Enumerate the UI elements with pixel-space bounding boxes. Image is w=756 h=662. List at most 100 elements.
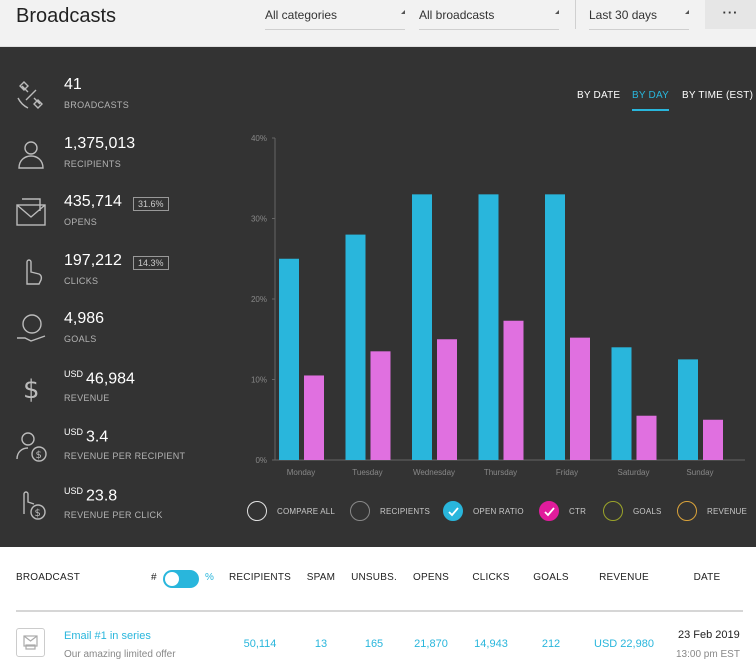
stat-label: RECIPIENTS <box>64 158 122 169</box>
bar-open-ratio <box>478 194 499 460</box>
person-dollar-icon: $ <box>16 432 47 462</box>
checkbox-circle-icon <box>603 501 623 521</box>
view-tabs: BY DATE BY DAY BY TIME (EST) <box>0 90 756 120</box>
cell-time: 13:00 pm EST <box>676 649 740 660</box>
bar-ctr <box>503 320 524 460</box>
col-date[interactable]: DATE <box>693 572 721 583</box>
chevron-down-icon <box>685 10 689 14</box>
bar-chart: 0% 10% 20% 30% 40% Monday Tuesday Wednesday Thur… <box>251 134 745 477</box>
bar-open-ratio <box>412 194 432 460</box>
x-tick-label: Saturday <box>617 468 649 477</box>
broadcast-name-link[interactable]: Email #1 in series <box>64 630 151 642</box>
date-range-dropdown[interactable]: Last 30 days <box>589 2 689 30</box>
stat-number: 3.4 <box>86 428 109 446</box>
col-broadcast[interactable]: BROADCAST <box>16 572 81 583</box>
hash-label: # <box>151 572 157 583</box>
cell-goals: 212 <box>541 638 561 650</box>
stat-percent-badge: 14.3% <box>133 255 169 270</box>
col-clicks[interactable]: CLICKS <box>472 572 510 583</box>
stat-value: USD 23.8 <box>64 486 117 505</box>
check-circle-icon <box>443 501 463 521</box>
stat-value: 41 <box>64 76 82 94</box>
percent-label: % <box>205 572 214 583</box>
broadcast-dropdown[interactable]: All broadcasts <box>419 2 559 30</box>
stat-revenue: $ USD 46,984 REVENUE <box>0 369 230 427</box>
checkbox-circle-icon <box>677 501 697 521</box>
bar-ctr <box>437 339 457 460</box>
tab-by-day[interactable]: BY DAY <box>632 90 669 111</box>
stat-opens: 435,714 OPENS 31.6% <box>0 193 230 251</box>
stat-value: 435,714 <box>64 193 122 211</box>
bar-ctr <box>703 419 723 460</box>
stat-percent-badge: 31.6% <box>133 197 169 211</box>
date-range-value: Last 30 days <box>589 8 658 22</box>
stat-value: 1,375,013 <box>64 135 135 153</box>
page-title: Broadcasts <box>16 5 117 27</box>
broadcast-subtitle: Our amazing limited offer <box>64 649 176 660</box>
svg-text:$: $ <box>35 508 41 519</box>
top-bar: Broadcasts All categories All broadcasts… <box>0 0 756 47</box>
cell-spam: 13 <box>314 638 328 650</box>
currency-prefix: USD <box>64 427 84 437</box>
stat-recipients: 1,375,013 RECIPIENTS <box>0 135 230 193</box>
envelope-icon <box>16 198 46 226</box>
stats-panel <box>0 47 756 547</box>
x-tick-label: Tuesday <box>352 468 382 477</box>
stat-label: BROADCASTS <box>64 100 130 110</box>
x-tick-label: Monday <box>287 468 315 477</box>
cell-recipients: 50,114 <box>243 638 277 650</box>
pointer-dollar-icon: $ <box>23 490 46 520</box>
currency-prefix: USD <box>64 485 84 496</box>
y-tick-label: 10% <box>251 376 267 385</box>
x-tick-label: Sunday <box>686 468 713 477</box>
legend-label: CTR <box>569 507 587 516</box>
stat-revenue-per-click: $ USD 23.8 REVENUE PER CLICK <box>0 486 230 544</box>
cell-opens: 21,870 <box>414 638 448 650</box>
active-tab-underline <box>632 109 669 111</box>
number-percent-toggle[interactable] <box>163 570 199 588</box>
tab-by-time[interactable]: BY TIME (EST) <box>682 90 754 101</box>
stat-value: 197,212 <box>64 252 122 270</box>
stat-label: REVENUE PER RECIPIENT <box>64 451 186 461</box>
more-options-button[interactable]: ··· <box>705 0 756 29</box>
tab-by-date[interactable]: BY DATE <box>577 90 621 101</box>
table-divider <box>16 610 743 612</box>
stat-clicks: 197,212 CLICKS 14.3% <box>0 252 230 310</box>
legend-label: GOALS <box>633 507 662 516</box>
x-tick-label: Thursday <box>484 468 517 477</box>
y-tick-label: 30% <box>251 215 267 224</box>
stat-number: 4,986 <box>64 310 105 327</box>
checkbox-circle-icon <box>247 501 267 521</box>
col-revenue[interactable]: REVENUE <box>599 572 649 583</box>
y-tick-label: 0% <box>255 456 267 465</box>
check-circle-icon <box>539 501 559 521</box>
stat-value: USD 46,984 <box>64 369 135 388</box>
currency-prefix: USD <box>64 368 84 379</box>
col-opens[interactable]: OPENS <box>412 572 450 583</box>
pointer-icon <box>26 258 43 285</box>
category-dropdown[interactable]: All categories <box>265 2 405 30</box>
legend-label: RECIPIENTS <box>380 507 431 516</box>
stat-label: REVENUE PER CLICK <box>64 509 163 520</box>
stat-label: REVENUE <box>64 392 110 403</box>
cell-clicks: 14,943 <box>474 638 508 650</box>
category-dropdown-value: All categories <box>265 8 338 22</box>
chart-legend: COMPARE ALL RECIPIENTS OPEN RATIO CTR GO… <box>0 501 756 523</box>
chevron-down-icon <box>555 10 559 14</box>
col-unsubs[interactable]: UNSUBS. <box>351 572 397 583</box>
col-recipients[interactable]: RECIPIENTS <box>228 572 292 583</box>
bar-open-ratio <box>611 347 632 460</box>
chevron-down-icon <box>401 10 405 14</box>
y-tick-label: 20% <box>251 295 267 304</box>
legend-label: REVENUE <box>707 507 748 516</box>
bar-open-ratio <box>678 359 698 460</box>
email-thumbnail-icon <box>16 628 45 657</box>
tab-by-day-label: BY DAY <box>632 90 669 101</box>
stat-number: 46,984 <box>86 369 135 387</box>
stat-label: OPENS <box>64 217 98 227</box>
stat-revenue-per-recipient: $ USD 3.4 REVENUE PER RECIPIENT <box>0 427 230 485</box>
col-spam[interactable]: SPAM <box>306 572 336 583</box>
stat-label: GOALS <box>64 334 97 344</box>
col-goals[interactable]: GOALS <box>533 572 569 583</box>
globe-hand-icon <box>17 314 46 342</box>
